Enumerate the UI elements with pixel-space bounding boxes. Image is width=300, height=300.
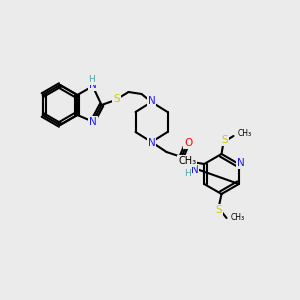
Text: N: N xyxy=(148,96,155,106)
Text: CH₃: CH₃ xyxy=(238,130,252,139)
Text: N: N xyxy=(190,165,198,175)
Text: CH₃: CH₃ xyxy=(178,156,196,166)
Text: N: N xyxy=(89,117,97,127)
Text: N: N xyxy=(237,158,245,168)
Text: CH₃: CH₃ xyxy=(230,214,244,223)
Text: O: O xyxy=(184,138,193,148)
Text: S: S xyxy=(221,135,228,145)
Text: H: H xyxy=(88,75,95,84)
Text: H: H xyxy=(184,169,191,178)
Text: S: S xyxy=(215,205,222,215)
Text: N: N xyxy=(89,80,97,90)
Text: S: S xyxy=(113,94,120,104)
Text: N: N xyxy=(148,138,155,148)
